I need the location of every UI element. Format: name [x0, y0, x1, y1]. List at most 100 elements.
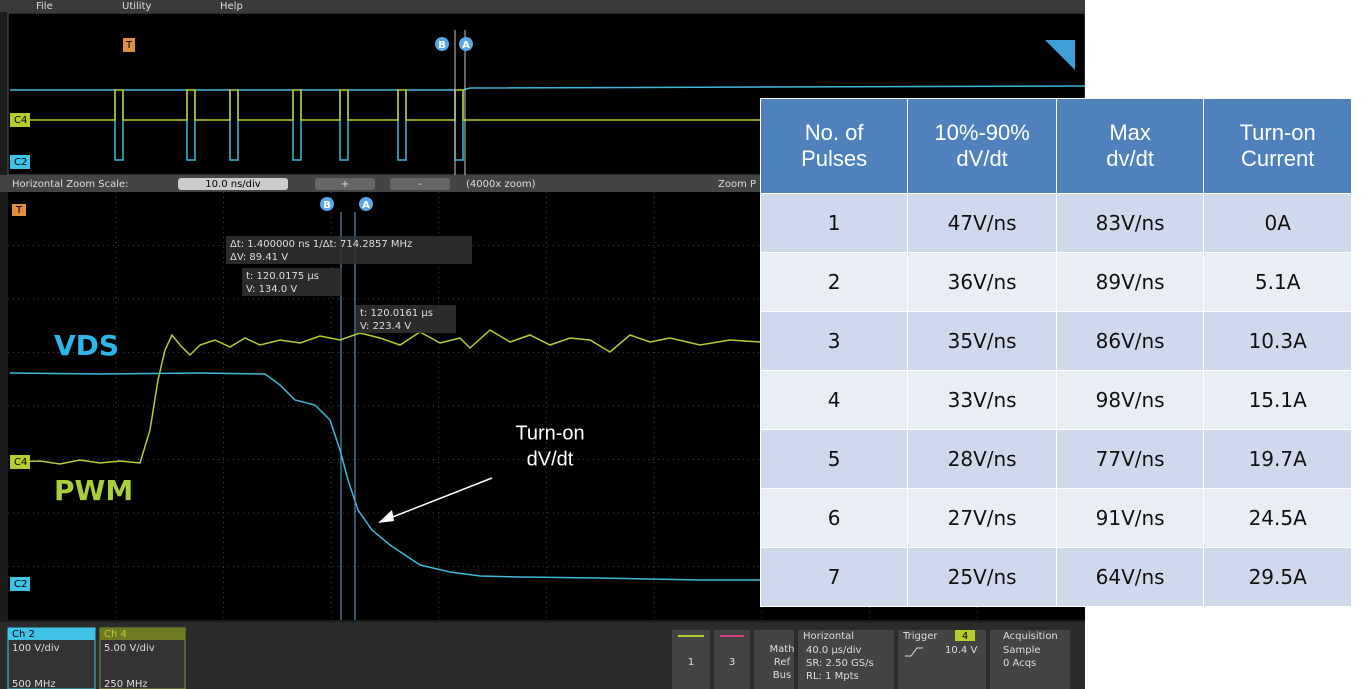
measure-text: ΔV: 89.41 V — [230, 252, 288, 263]
trigger-level: 10.4 V — [945, 645, 977, 656]
table-cell: 27V/ns — [908, 489, 1057, 548]
zoom-label: Horizontal Zoom Scale: — [12, 179, 129, 190]
channel-tag: C4 — [14, 115, 27, 126]
math-label: Math — [769, 644, 794, 655]
table-cell: 98V/ns — [1056, 371, 1203, 430]
table-cell: 47V/ns — [908, 194, 1057, 253]
annotation: dV/dt — [527, 448, 574, 470]
table-cell: 83V/ns — [1056, 194, 1203, 253]
table-cell: 29.5A — [1204, 548, 1352, 607]
table-cell: 91V/ns — [1056, 489, 1203, 548]
menu-item[interactable]: Utility — [122, 1, 151, 12]
cursor-label: B — [323, 200, 331, 211]
table-row: 627V/ns91V/ns24.5A — [761, 489, 1352, 548]
zoom-minus-label: - — [418, 179, 422, 190]
trigger-tag: T — [15, 205, 23, 216]
ch2-bw: 500 MHz — [12, 679, 56, 689]
table-cell: 64V/ns — [1056, 548, 1203, 607]
zoom-factor: (4000x zoom) — [466, 179, 536, 190]
table-row: 335V/ns86V/ns10.3A — [761, 312, 1352, 371]
header-cell: Turn-onCurrent — [1204, 99, 1352, 194]
trigger-tag: T — [125, 40, 133, 51]
acquisition-line: 0 Acqs — [1003, 658, 1036, 669]
channel-tag: C2 — [14, 579, 27, 590]
measure-text: t: 120.0175 µs — [246, 271, 319, 282]
menu-item[interactable]: Help — [220, 1, 243, 12]
table-cell: 25V/ns — [908, 548, 1057, 607]
table-cell: 36V/ns — [908, 253, 1057, 312]
table-cell: 24.5A — [1204, 489, 1352, 548]
header-text: Current — [1205, 146, 1350, 172]
header-text: Pulses — [762, 146, 906, 172]
cursor-label: B — [438, 40, 446, 51]
cursor-label: A — [462, 40, 470, 51]
table-cell: 10.3A — [1204, 312, 1352, 371]
cursor-label: A — [362, 200, 370, 211]
table-cell: 1 — [761, 194, 908, 253]
header-cell: 10%-90%dV/dt — [908, 99, 1057, 194]
table-cell: 19.7A — [1204, 430, 1352, 489]
measure-text: Δt: 1.400000 ns 1/Δt: 714.2857 MHz — [230, 239, 412, 250]
table-cell: 7 — [761, 548, 908, 607]
body: File Utility Help B A T C4 C2 Horizontal… — [0, 0, 1369, 689]
pwm-label: PWM — [54, 474, 133, 507]
table-cell: 77V/ns — [1056, 430, 1203, 489]
page: { "menu": ["File", "Utility", "Help"], "… — [0, 0, 1369, 689]
math-label: Ref — [774, 657, 791, 668]
header-text: 10%-90% — [909, 120, 1055, 146]
header-text: dV/dt — [909, 146, 1055, 172]
ch4-name: Ch 4 — [104, 629, 127, 640]
table-cell: 35V/ns — [908, 312, 1057, 371]
header-text: Turn-on — [1205, 120, 1350, 146]
table-cell: 86V/ns — [1056, 312, 1203, 371]
table-cell: 0A — [1204, 194, 1352, 253]
ch2-name: Ch 2 — [12, 629, 35, 640]
trigger-title: Trigger — [902, 631, 938, 642]
channel-tag: C4 — [14, 457, 27, 468]
acquisition-line: Sample — [1003, 645, 1041, 656]
table-row: 147V/ns83V/ns0A — [761, 194, 1352, 253]
measure-text: V: 134.0 V — [246, 284, 297, 295]
math-label: Bus — [773, 670, 791, 681]
table-cell: 5 — [761, 430, 908, 489]
table-row: 433V/ns98V/ns15.1A — [761, 371, 1352, 430]
table-row: 725V/ns64V/ns29.5A — [761, 548, 1352, 607]
header-text: Max — [1058, 120, 1202, 146]
header-text: No. of — [762, 120, 906, 146]
trigger-source: 4 — [962, 631, 968, 642]
header-text: dv/dt — [1058, 146, 1202, 172]
table-cell: 6 — [761, 489, 908, 548]
menu-bar — [0, 0, 1085, 12]
table-cell: 4 — [761, 371, 908, 430]
menu-item[interactable]: File — [36, 1, 53, 12]
zoom-right: Zoom P — [718, 179, 756, 190]
button-label: 3 — [729, 657, 735, 668]
table-cell: 89V/ns — [1056, 253, 1203, 312]
table-cell: 2 — [761, 253, 908, 312]
measure-text: V: 223.4 V — [360, 321, 411, 332]
table-cell: 15.1A — [1204, 371, 1352, 430]
annotation: Turn-on — [515, 422, 584, 444]
zoom-scale: 10.0 ns/div — [205, 179, 260, 190]
channel-tag: C2 — [14, 157, 27, 168]
acquisition-title: Acquisition — [1003, 631, 1058, 642]
horizontal-line: SR: 2.50 GS/s — [806, 658, 874, 669]
horizontal-line: RL: 1 Mpts — [806, 671, 859, 682]
table-cell: 5.1A — [1204, 253, 1352, 312]
table-cell: 3 — [761, 312, 908, 371]
ch2-scale: 100 V/div — [12, 643, 60, 654]
button-label: 1 — [688, 657, 694, 668]
ch4-bw: 250 MHz — [104, 679, 148, 689]
horizontal-line: 40.0 µs/div — [806, 645, 862, 656]
measure-text: t: 120.0161 µs — [360, 308, 433, 319]
ch4-scale: 5.00 V/div — [104, 643, 155, 654]
horizontal-title: Horizontal — [803, 631, 854, 642]
